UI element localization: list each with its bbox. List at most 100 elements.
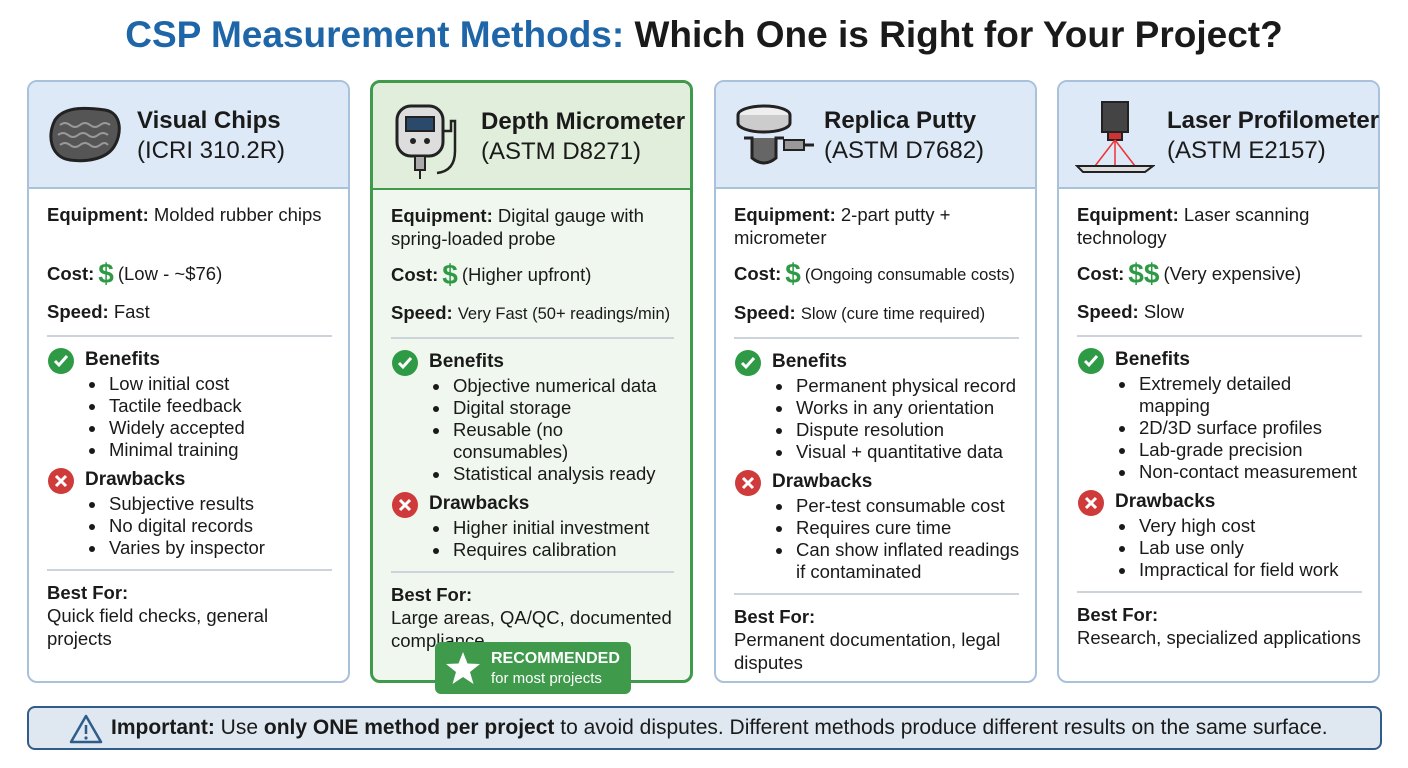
benefit-item: Works in any orientation xyxy=(794,397,1023,419)
best-for-text: Research, specialized applications xyxy=(1077,627,1361,648)
benefits-heading: Benefits xyxy=(772,351,847,372)
benefits-icon xyxy=(47,347,75,380)
card-header: Depth Micrometer (ASTM D8271) xyxy=(373,83,690,190)
drawbacks-heading: Drawbacks xyxy=(429,493,530,514)
equipment-label: Equipment: xyxy=(734,204,836,225)
card-body: Equipment: Molded rubber chips Cost: $ (Low… xyxy=(29,189,348,650)
drawback-item: Subjective results xyxy=(107,493,336,515)
speed-text: Slow xyxy=(1143,301,1184,322)
benefit-item: Visual + quantitative data xyxy=(794,441,1023,463)
cost-label: Cost: xyxy=(1077,263,1125,284)
drawbacks-section: Drawbacks Very high costLab use onlyImpra… xyxy=(1077,489,1366,581)
method-card: Laser Profilometer (ASTM E2157) Equipment:… xyxy=(1057,80,1380,683)
divider xyxy=(734,337,1019,339)
benefits-list: Objective numerical dataDigital storageR… xyxy=(429,375,678,485)
icon-shape xyxy=(397,357,413,370)
best-for: Best For: Permanent documentation, legal … xyxy=(734,605,1023,674)
icon-shape xyxy=(735,350,761,376)
drawback-item: Higher initial investment xyxy=(451,517,678,539)
best-for: Best For: Quick field checks, general pro… xyxy=(47,581,336,650)
drawbacks-icon xyxy=(734,469,762,502)
icon-shape xyxy=(49,106,121,163)
footer-label: Important: xyxy=(111,716,215,739)
drawbacks-icon xyxy=(391,491,419,524)
icon-shape xyxy=(395,104,457,179)
cost: Cost: $ (Ongoing consumable costs) xyxy=(734,260,1023,288)
speed: Speed: Slow (cure time required) xyxy=(734,300,1023,327)
icon-shape xyxy=(1094,139,1136,167)
icon-shape xyxy=(392,492,418,518)
cost-symbol: $ xyxy=(98,258,114,289)
method-standard: (ASTM E2157) xyxy=(1167,137,1326,164)
equipment: Equipment: 2-part putty + micrometer xyxy=(734,203,1023,249)
best-for-text: Quick field checks, general projects xyxy=(47,605,269,649)
drawbacks-heading: Drawbacks xyxy=(772,471,873,492)
divider xyxy=(391,337,674,339)
equipment-text: Digital gauge with spring-loaded probe xyxy=(391,205,644,249)
card-body: Equipment: Laser scanning technology Cost… xyxy=(1059,189,1378,649)
icon-shape xyxy=(69,714,103,744)
cost-label: Cost: xyxy=(47,263,95,284)
drawback-item: Per-test consumable cost xyxy=(794,495,1023,517)
speed: Speed: Slow xyxy=(1077,299,1366,325)
benefit-item: Non-contact measurement xyxy=(1137,461,1366,483)
divider xyxy=(47,335,332,337)
cost-label: Cost: xyxy=(734,263,782,284)
icon-shape xyxy=(783,139,805,151)
cost-note: (Ongoing consumable costs) xyxy=(804,266,1015,284)
title-lead: CSP Measurement Methods: xyxy=(125,14,625,55)
icon-shape xyxy=(398,498,412,512)
cost-symbol: $$ xyxy=(1128,258,1160,289)
icon-shape xyxy=(392,350,418,376)
drawback-item: Lab use only xyxy=(1137,537,1366,559)
footer-text: to avoid disputes. Different methods pro… xyxy=(560,716,1328,739)
speed-label: Speed: xyxy=(734,302,796,323)
speed: Speed: Very Fast (50+ readings/min) xyxy=(391,300,678,327)
drawback-item: Requires cure time xyxy=(794,517,1023,539)
drawbacks-section: Drawbacks Per-test consumable costRequire… xyxy=(734,469,1023,583)
drawbacks-heading: Drawbacks xyxy=(1115,491,1216,512)
speed-text: Very Fast (50+ readings/min) xyxy=(457,305,671,323)
drawbacks-section: Drawbacks Higher initial investmentRequir… xyxy=(391,491,678,561)
benefits-heading: Benefits xyxy=(85,349,160,370)
benefits-section: Benefits Permanent physical recordWorks i… xyxy=(734,349,1023,463)
method-name: Depth Micrometer xyxy=(481,108,686,135)
card-header: Laser Profilometer (ASTM E2157) xyxy=(1059,82,1379,189)
drawback-item: Varies by inspector xyxy=(107,537,336,559)
icon-shape xyxy=(405,116,435,132)
benefit-item: Dispute resolution xyxy=(794,419,1023,441)
icon-shape xyxy=(1101,101,1129,133)
card-header: Visual Chips (ICRI 310.2R) xyxy=(29,82,348,189)
benefit-item: Objective numerical data xyxy=(451,375,678,397)
cost: Cost: $ (Higher upfront) xyxy=(391,261,678,289)
divider xyxy=(1077,591,1362,593)
benefit-item: Lab-grade precision xyxy=(1137,439,1366,461)
equipment-text: 2-part putty + micrometer xyxy=(734,204,951,248)
benefit-item: Extremely detailed mapping xyxy=(1137,373,1366,417)
benefits-icon xyxy=(391,349,419,382)
drawbacks-list: Subjective resultsNo digital recordsVari… xyxy=(85,493,336,559)
speed-label: Speed: xyxy=(47,301,109,322)
badge-title: RECOMMENDED xyxy=(491,650,620,667)
drawbacks-heading: Drawbacks xyxy=(85,469,186,490)
cost-note: (Very expensive) xyxy=(1163,263,1302,284)
benefit-item: Statistical analysis ready xyxy=(451,463,678,485)
cost-label: Cost: xyxy=(391,264,439,285)
cost: Cost: $$ (Very expensive) xyxy=(1077,258,1366,289)
speed-label: Speed: xyxy=(391,302,453,323)
drawbacks-section: Drawbacks Subjective resultsNo digital re… xyxy=(47,467,336,559)
method-standard: (ICRI 310.2R) xyxy=(137,137,286,164)
method-card: Depth Micrometer (ASTM D8271) Equipment: D… xyxy=(370,80,693,694)
best-for-label: Best For: xyxy=(47,582,129,603)
drawbacks-list: Very high costLab use onlyImpractical fo… xyxy=(1115,515,1366,581)
benefit-item: Digital storage xyxy=(451,397,678,419)
benefit-item: Reusable (no consumables) xyxy=(451,419,678,463)
benefits-icon xyxy=(1077,347,1105,380)
benefits-list: Permanent physical recordWorks in any or… xyxy=(772,375,1023,463)
icon-shape xyxy=(1078,490,1104,516)
cost-note: (Low - ~$76) xyxy=(117,263,223,284)
equipment-text: Laser scanning technology xyxy=(1077,204,1310,248)
footer: Important: Use only ONE method per proje… xyxy=(27,706,1382,750)
icon-shape xyxy=(740,357,756,370)
